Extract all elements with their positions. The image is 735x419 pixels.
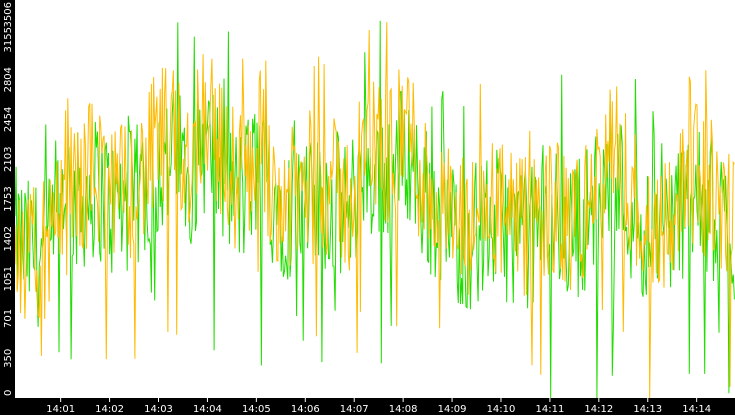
x-tick-label: 14:05 bbox=[242, 404, 271, 415]
x-tick-label: 14:07 bbox=[340, 404, 369, 415]
y-tick-label: 3155 bbox=[3, 27, 14, 52]
x-tick-label: 14:14 bbox=[682, 404, 711, 415]
x-tick-label: 14:04 bbox=[193, 404, 222, 415]
y-tick-label: 350 bbox=[3, 349, 14, 368]
x-tick-label: 14:13 bbox=[633, 404, 662, 415]
y-axis-band bbox=[0, 0, 15, 415]
x-tick-label: 14:06 bbox=[291, 404, 320, 415]
x-tick-label: 14:10 bbox=[487, 404, 516, 415]
x-tick-label: 14:11 bbox=[535, 404, 564, 415]
series-line-2 bbox=[14, 22, 735, 399]
y-tick-label: 2103 bbox=[3, 147, 14, 172]
y-tick-label: 2454 bbox=[3, 107, 14, 132]
x-tick-label: 14:08 bbox=[389, 404, 418, 415]
x-tick-label: 14:03 bbox=[144, 404, 173, 415]
y-tick-label: 3506 bbox=[3, 2, 14, 27]
x-tick-label: 14:12 bbox=[584, 404, 613, 415]
x-tick-label: 14:01 bbox=[46, 404, 75, 415]
y-tick-label: 701 bbox=[3, 309, 14, 328]
y-tick-label: 1753 bbox=[3, 186, 14, 211]
y-tick-label: 1402 bbox=[3, 226, 14, 251]
y-tick-label: 1051 bbox=[3, 266, 14, 291]
x-axis-band bbox=[0, 398, 735, 415]
y-tick-label: 2804 bbox=[3, 67, 14, 92]
x-tick-label: 14:09 bbox=[438, 404, 467, 415]
x-tick-label: 14:02 bbox=[95, 404, 124, 415]
y-tick-label: 0 bbox=[3, 390, 14, 396]
